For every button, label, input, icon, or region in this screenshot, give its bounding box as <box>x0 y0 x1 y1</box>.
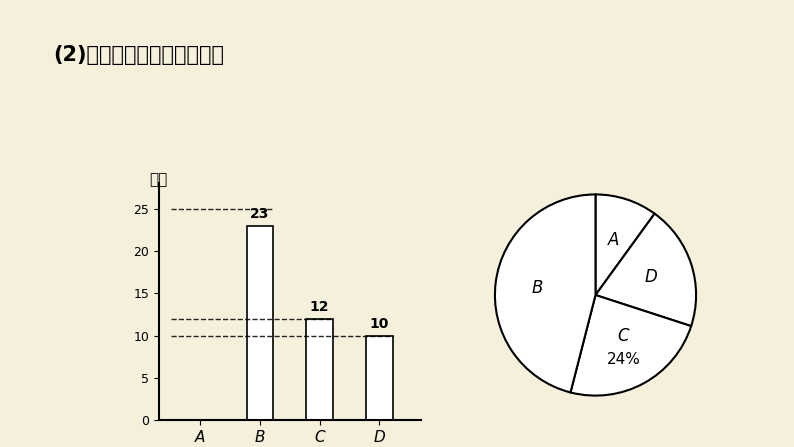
Wedge shape <box>596 194 654 295</box>
Text: 12: 12 <box>310 300 330 314</box>
Wedge shape <box>596 214 696 326</box>
Text: D: D <box>645 268 657 286</box>
Text: 10: 10 <box>369 317 389 331</box>
Wedge shape <box>495 194 596 392</box>
Text: C: C <box>618 327 630 345</box>
Text: 24%: 24% <box>607 352 641 367</box>
Text: 23: 23 <box>250 207 270 221</box>
Bar <box>366 336 392 420</box>
Text: (2)将条形统计图补充完整；: (2)将条形统计图补充完整； <box>54 45 225 65</box>
Bar <box>306 319 333 420</box>
Text: B: B <box>532 279 543 297</box>
Text: 人数: 人数 <box>149 173 168 187</box>
Wedge shape <box>570 295 691 396</box>
Bar <box>247 226 273 420</box>
Text: A: A <box>608 231 619 249</box>
